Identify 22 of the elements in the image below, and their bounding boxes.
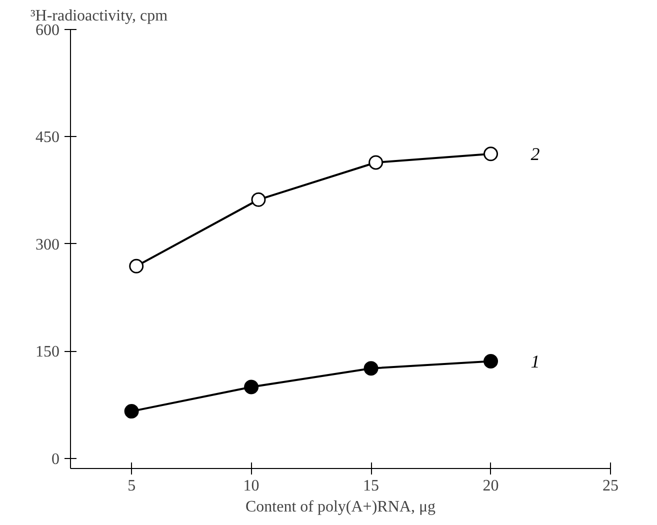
- point: [124, 404, 139, 419]
- point: [368, 155, 384, 170]
- x-tick-label: 15: [363, 478, 380, 494]
- y-axis-title: ³H-radioactivity, cpm: [30, 8, 168, 24]
- point: [251, 192, 266, 207]
- x-tick-label: 5: [128, 478, 136, 494]
- x-tick-label: 25: [602, 478, 618, 494]
- point: [484, 146, 498, 162]
- series-label: 1: [530, 351, 540, 372]
- y-tick-label: 150: [36, 344, 60, 361]
- point: [484, 354, 498, 368]
- x-tick-label: 10: [243, 478, 260, 494]
- series-label: 2: [530, 144, 540, 164]
- x-tick-label: 20: [482, 478, 499, 494]
- x-axis-title: Content of poly(A+)RNA, μg: [245, 498, 436, 516]
- y-tick-label: 300: [36, 236, 60, 254]
- y-tick-label: 450: [36, 129, 60, 146]
- y-tick-label: 0: [52, 450, 60, 468]
- point: [244, 380, 259, 394]
- point: [129, 258, 144, 274]
- point: [364, 361, 378, 376]
- y-tick-label: 600: [36, 22, 60, 39]
